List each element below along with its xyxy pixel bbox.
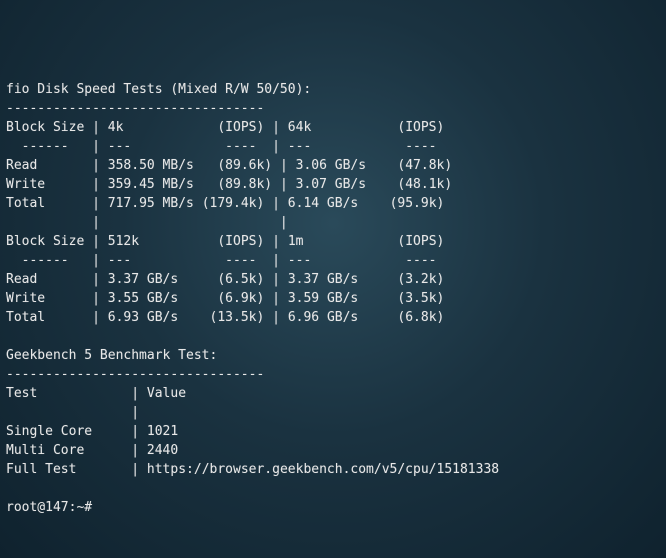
geekbench-title: Geekbench 5 Benchmark Test:: [6, 348, 217, 363]
fio-blank-pipes: | |: [6, 215, 288, 230]
geekbench-blank-pipe: |: [6, 405, 139, 420]
separator: ---------------------------------: [6, 367, 264, 382]
shell-prompt[interactable]: root@147:~#: [6, 500, 92, 515]
fio-title: fio Disk Speed Tests (Mixed R/W 50/50):: [6, 82, 311, 97]
geekbench-header: Test | Value: [6, 386, 186, 401]
fio-header-2: Block Size | 512k (IOPS) | 1m (IOPS): [6, 234, 444, 249]
fio-write-2: Write | 3.55 GB/s (6.9k) | 3.59 GB/s (3.…: [6, 291, 444, 306]
fio-header-2-dashes: ------ | --- ---- | --- ----: [6, 253, 437, 268]
geekbench-multi-core: Multi Core | 2440: [6, 443, 178, 458]
fio-header-1: Block Size | 4k (IOPS) | 64k (IOPS): [6, 120, 444, 135]
geekbench-single-core: Single Core | 1021: [6, 424, 178, 439]
fio-read-2: Read | 3.37 GB/s (6.5k) | 3.37 GB/s (3.2…: [6, 272, 444, 287]
fio-read-1: Read | 358.50 MB/s (89.6k) | 3.06 GB/s (…: [6, 158, 452, 173]
fio-header-1-dashes: ------ | --- ---- | --- ----: [6, 139, 437, 154]
terminal-output: fio Disk Speed Tests (Mixed R/W 50/50): …: [6, 80, 660, 517]
fio-total-1: Total | 717.95 MB/s (179.4k) | 6.14 GB/s…: [6, 196, 444, 211]
separator: ---------------------------------: [6, 101, 264, 116]
fio-write-1: Write | 359.45 MB/s (89.8k) | 3.07 GB/s …: [6, 177, 452, 192]
geekbench-full-test: Full Test | https://browser.geekbench.co…: [6, 462, 499, 477]
fio-total-2: Total | 6.93 GB/s (13.5k) | 6.96 GB/s (6…: [6, 310, 444, 325]
